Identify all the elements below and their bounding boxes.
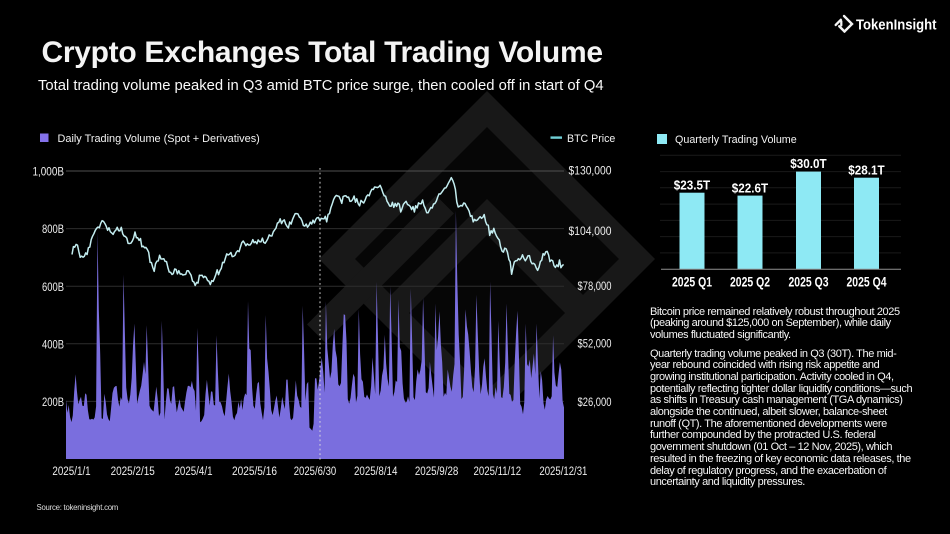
svg-text:$23.5T: $23.5T: [674, 177, 710, 192]
svg-text:BTC Price: BTC Price: [567, 133, 615, 145]
svg-text:2025 Q1: 2025 Q1: [672, 275, 712, 290]
svg-text:2025/2/15: 2025/2/15: [111, 466, 155, 478]
svg-text:800B: 800B: [42, 222, 64, 236]
svg-text:2025/1/1: 2025/1/1: [52, 466, 90, 478]
svg-text:2025/4/1: 2025/4/1: [175, 466, 213, 478]
svg-text:Quarterly Trading Volume: Quarterly Trading Volume: [675, 134, 797, 146]
svg-text:$22.6T: $22.6T: [732, 180, 768, 195]
svg-text:$130,000: $130,000: [569, 164, 612, 178]
svg-text:$28.1T: $28.1T: [848, 162, 884, 177]
svg-text:TokenInsight: TokenInsight: [856, 16, 937, 33]
svg-text:600B: 600B: [42, 280, 64, 294]
svg-text:2025/11/12: 2025/11/12: [474, 466, 522, 478]
svg-text:Daily Trading Volume (Spot + D: Daily Trading Volume (Spot + Derivatives…: [58, 133, 261, 145]
svg-text:2025/6/30: 2025/6/30: [294, 466, 337, 478]
svg-text:$78,000: $78,000: [578, 279, 612, 293]
svg-text:200B: 200B: [42, 395, 64, 409]
svg-text:$104,000: $104,000: [569, 224, 612, 238]
svg-text:$30.0T: $30.0T: [790, 156, 826, 171]
svg-text:$52,000: $52,000: [578, 337, 612, 351]
svg-text:$26,000: $26,000: [578, 395, 612, 409]
svg-text:2025 Q3: 2025 Q3: [789, 275, 829, 290]
svg-text:2025 Q2: 2025 Q2: [730, 275, 770, 290]
svg-text:2025 Q4: 2025 Q4: [847, 275, 887, 290]
svg-text:2025/8/14: 2025/8/14: [354, 466, 398, 478]
svg-text:2025/5/16: 2025/5/16: [232, 466, 277, 478]
svg-text:1,000B: 1,000B: [33, 165, 65, 179]
svg-text:400B: 400B: [42, 337, 64, 351]
svg-text:2025/9/28: 2025/9/28: [415, 466, 459, 478]
svg-text:2025/12/31: 2025/12/31: [539, 466, 587, 478]
